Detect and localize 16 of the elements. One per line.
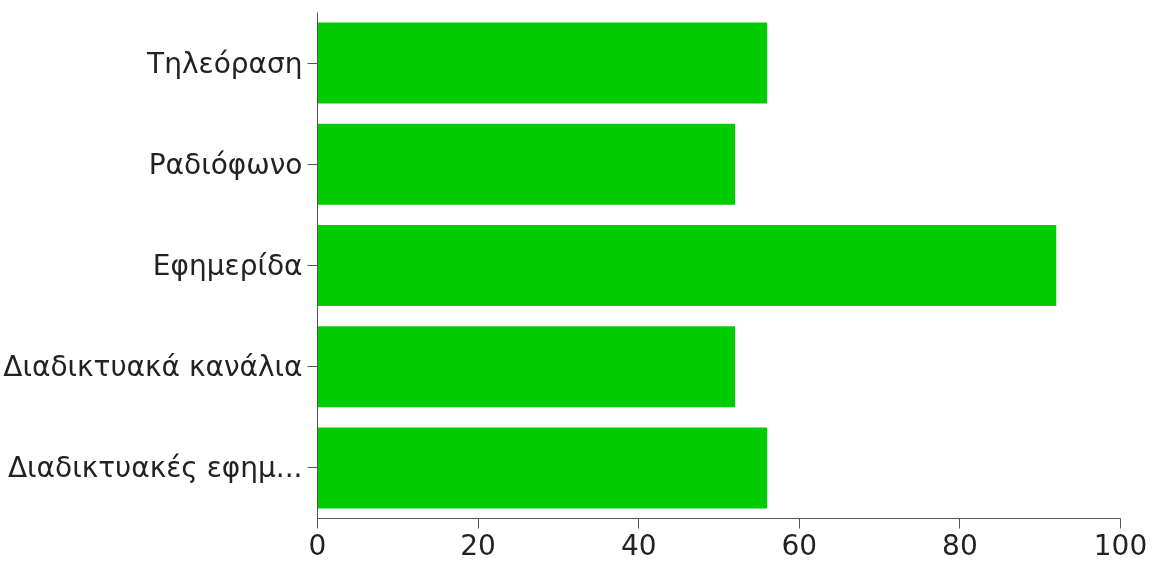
y-tick-label: Διαδικτυακά κανάλια <box>3 350 303 384</box>
x-tick-label: 0 <box>308 528 327 562</box>
bar <box>317 427 768 509</box>
bar <box>317 225 1057 306</box>
bar <box>317 123 736 205</box>
x-tick-label: 80 <box>942 528 978 562</box>
bar <box>317 22 768 104</box>
x-tick-label: 60 <box>781 528 818 562</box>
x-tick-label: 40 <box>620 528 657 562</box>
bar <box>317 326 736 408</box>
x-tick-label: 100 <box>1093 528 1148 562</box>
y-tick-label: Διαδικτυακές εφημ... <box>7 451 303 485</box>
y-tick-label: Ραδιόφωνο <box>148 147 303 181</box>
x-tick-label: 20 <box>460 528 496 562</box>
y-tick-label: Τηλεόραση <box>146 46 303 80</box>
y-tick-label: Εφημερίδα <box>152 249 303 282</box>
